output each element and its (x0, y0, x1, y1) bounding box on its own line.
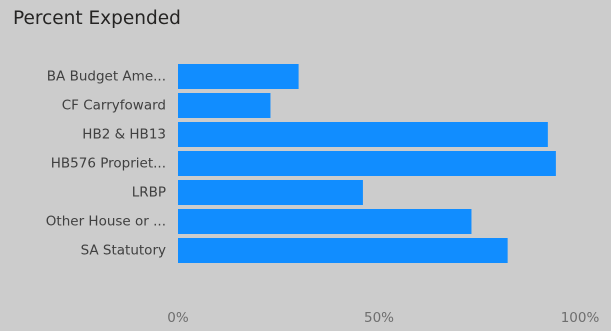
category-label: CF Carryfoward (62, 98, 166, 114)
chart-title: Percent Expended (13, 8, 181, 29)
category-label: Other House or ... (46, 214, 166, 230)
bar[interactable] (178, 122, 548, 147)
category-label: BA Budget Ame... (47, 69, 166, 85)
category-label: SA Statutory (81, 243, 166, 259)
x-tick-label: 50% (364, 310, 394, 326)
category-label: LRBP (132, 185, 166, 201)
bar[interactable] (178, 209, 472, 234)
bar[interactable] (178, 180, 363, 205)
bar[interactable] (178, 64, 299, 89)
bar[interactable] (178, 238, 508, 263)
category-label: HB2 & HB13 (82, 127, 166, 143)
category-label: HB576 Propriet... (51, 156, 166, 172)
bar[interactable] (178, 151, 556, 176)
x-tick-label: 100% (561, 310, 600, 326)
bar[interactable] (178, 93, 271, 118)
x-tick-label: 0% (167, 310, 189, 326)
